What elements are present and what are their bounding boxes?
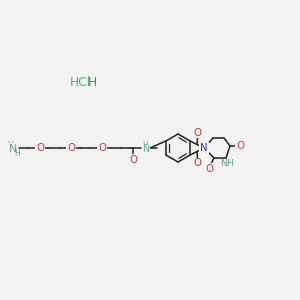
Text: O: O [194,128,202,137]
Text: O: O [194,158,202,169]
Text: H: H [142,142,148,151]
Text: H: H [7,140,13,149]
Text: NH: NH [220,160,234,169]
Text: HCl: HCl [69,76,91,88]
Text: O: O [236,141,244,151]
Text: O: O [98,143,106,153]
Text: O: O [36,143,44,153]
Text: O: O [205,164,213,174]
Text: H: H [14,148,20,158]
Text: O: O [67,143,75,153]
Text: H: H [87,76,97,88]
Text: N: N [200,143,208,153]
Text: O: O [129,155,137,165]
Text: N: N [142,146,149,154]
Text: N: N [9,144,17,154]
